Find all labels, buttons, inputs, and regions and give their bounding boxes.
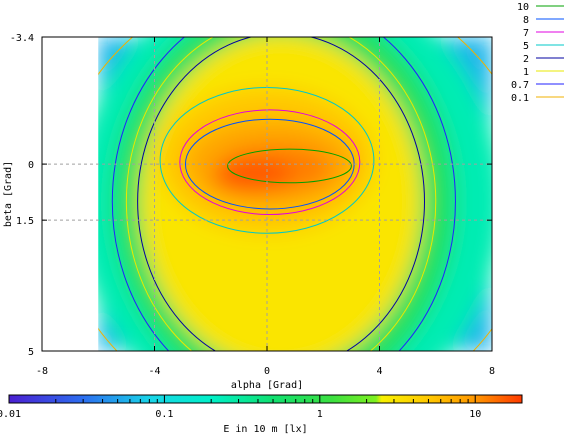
y-tick-label: 5 <box>28 347 34 358</box>
contour-legend: 10 8 7 5 2 1 0.7 0.1 <box>511 2 564 104</box>
colorbar-tick-label: 0.1 <box>155 409 173 420</box>
y-tick-label: 0 <box>28 160 34 171</box>
legend-label: 0.1 <box>511 93 529 104</box>
colorbar <box>8 394 523 404</box>
x-tick-label: 0 <box>264 366 270 377</box>
contour-0.7 <box>111 37 456 351</box>
legend-label: 2 <box>523 54 529 65</box>
contour-2 <box>137 37 425 351</box>
heat-peak <box>213 158 293 193</box>
grid-lines <box>42 37 492 351</box>
contour-1 <box>125 37 437 351</box>
colorbar-tick-label: 10 <box>469 409 481 420</box>
contour-10 <box>227 148 352 184</box>
x-tick-label: 4 <box>376 366 382 377</box>
legend-label: 8 <box>523 15 529 26</box>
legend-label: 5 <box>523 41 529 52</box>
contour-7 <box>179 109 361 216</box>
y-tick-label: 1.5 <box>16 216 34 227</box>
heatmap-surface <box>98 37 492 351</box>
colorbar-tick-label: 1 <box>317 409 323 420</box>
x-tick-label: -4 <box>148 366 160 377</box>
y-axis-label: beta [Grad] <box>3 161 14 227</box>
legend-label: 1 <box>523 67 529 78</box>
legend-label: 7 <box>523 28 529 39</box>
heatmap-fill <box>98 37 492 351</box>
colorbar-ticks: 0.01 0.1 1 10 <box>0 395 523 420</box>
colorbar-label: E in 10 m [lx] <box>223 424 307 435</box>
x-tick-label: 8 <box>489 366 495 377</box>
x-tick-label: -8 <box>36 366 48 377</box>
y-tick-label: -3.4 <box>10 33 34 44</box>
legend-label: 10 <box>517 2 529 13</box>
x-axis-label: alpha [Grad] <box>231 380 303 391</box>
legend-label: 0.7 <box>511 80 529 91</box>
colorbar-tick-label: 0.01 <box>0 409 21 420</box>
axis-ticks: -8 -4 0 4 8 -3.4 0 1.5 5 <box>10 33 495 377</box>
